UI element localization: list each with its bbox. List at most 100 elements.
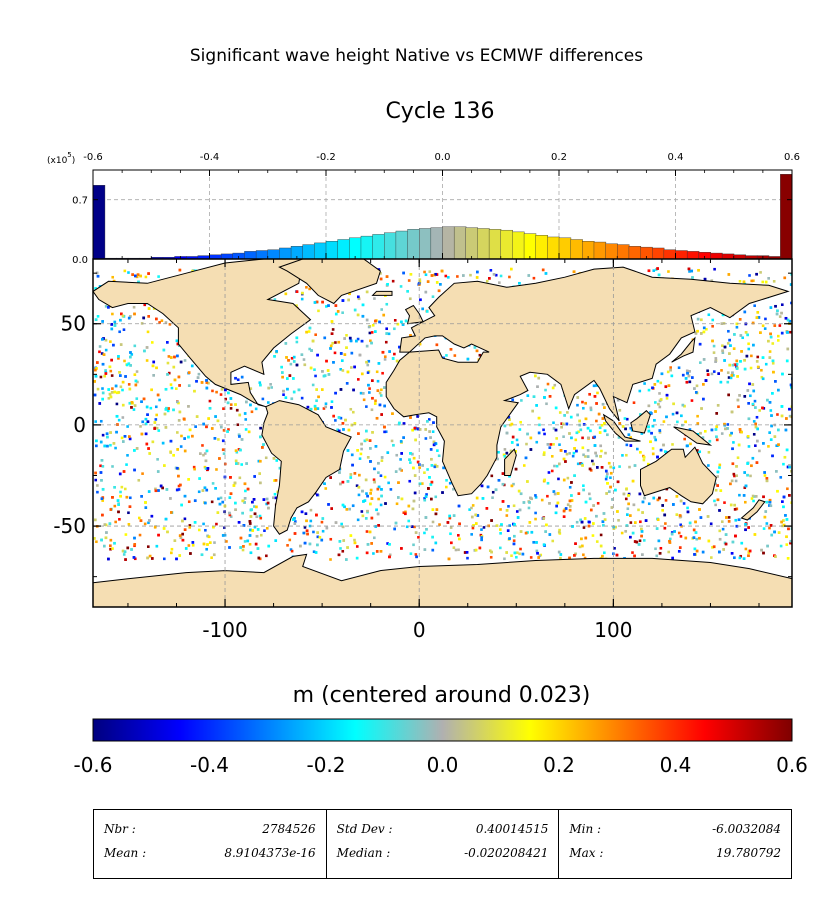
data-point	[109, 443, 112, 447]
data-point	[644, 519, 648, 522]
data-point	[226, 430, 229, 433]
data-point	[431, 520, 435, 524]
data-point	[696, 449, 699, 452]
data-point	[529, 496, 532, 500]
data-point	[733, 503, 736, 507]
data-point	[670, 374, 674, 378]
data-point	[316, 535, 320, 539]
data-point	[672, 402, 675, 406]
data-point	[562, 435, 565, 438]
data-point	[766, 398, 769, 402]
data-point	[274, 539, 278, 542]
data-point	[448, 514, 451, 518]
data-point	[690, 269, 694, 273]
data-point	[788, 464, 791, 467]
data-point	[103, 374, 107, 378]
data-point	[609, 465, 612, 469]
data-point	[366, 371, 370, 374]
data-point	[629, 514, 632, 517]
data-point	[109, 508, 113, 511]
data-point	[110, 374, 114, 377]
data-point	[203, 452, 207, 455]
data-point	[303, 526, 307, 529]
data-point	[374, 399, 377, 403]
data-point	[651, 452, 655, 456]
data-point	[181, 532, 185, 536]
data-point	[768, 498, 772, 502]
data-point	[688, 270, 691, 273]
data-point	[273, 298, 277, 301]
data-point	[508, 524, 511, 527]
data-point	[428, 270, 432, 273]
data-point	[306, 405, 310, 409]
data-point	[762, 495, 765, 499]
data-point	[478, 353, 482, 357]
data-point	[518, 281, 521, 285]
data-point	[398, 421, 401, 425]
data-point	[380, 488, 383, 491]
data-point	[316, 543, 319, 547]
data-point	[175, 387, 178, 390]
data-point	[780, 311, 783, 315]
data-point	[259, 426, 262, 430]
data-point	[524, 456, 528, 460]
data-point	[352, 388, 355, 392]
data-point	[257, 556, 261, 560]
data-point	[376, 379, 380, 383]
data-point	[582, 406, 585, 410]
data-point	[326, 369, 330, 372]
data-point	[589, 408, 593, 412]
data-point	[372, 552, 375, 555]
data-point	[565, 452, 569, 456]
data-point	[736, 398, 740, 402]
data-point	[770, 414, 773, 417]
data-point	[365, 530, 369, 533]
data-point	[125, 363, 129, 367]
data-point	[721, 313, 725, 317]
data-point	[598, 431, 602, 434]
data-point	[724, 542, 728, 546]
data-point	[266, 501, 270, 505]
data-point	[653, 383, 657, 386]
data-point	[732, 347, 736, 350]
data-point	[604, 477, 608, 481]
data-point	[396, 496, 400, 499]
data-point	[332, 414, 335, 418]
hist-x-tick-label: -0.4	[200, 152, 220, 163]
data-point	[147, 521, 150, 525]
data-point	[552, 443, 555, 446]
data-point	[717, 372, 720, 375]
data-point	[657, 539, 661, 543]
data-point	[126, 546, 130, 550]
data-point	[234, 449, 238, 452]
data-point	[463, 551, 467, 554]
data-point	[507, 415, 511, 419]
data-point	[429, 436, 432, 439]
data-point	[169, 356, 173, 359]
data-point	[786, 347, 790, 351]
data-point	[221, 448, 225, 452]
data-point	[761, 406, 764, 410]
data-point	[144, 422, 148, 426]
data-point	[313, 404, 317, 408]
data-point	[735, 362, 739, 366]
data-point	[771, 454, 774, 458]
data-point	[776, 413, 779, 416]
data-point	[774, 304, 777, 308]
data-point	[237, 521, 241, 524]
data-point	[776, 334, 780, 338]
data-point	[559, 556, 562, 560]
data-point	[692, 528, 696, 532]
data-point	[98, 350, 101, 354]
data-point	[537, 416, 541, 420]
hist-bar	[570, 239, 583, 260]
data-point	[244, 489, 247, 493]
data-point	[710, 556, 713, 559]
hist-bar	[465, 227, 478, 260]
data-point	[432, 421, 435, 424]
data-point	[406, 290, 409, 293]
data-point	[445, 485, 448, 489]
data-point	[162, 348, 166, 352]
data-point	[369, 339, 372, 343]
hist-bar	[372, 234, 385, 260]
